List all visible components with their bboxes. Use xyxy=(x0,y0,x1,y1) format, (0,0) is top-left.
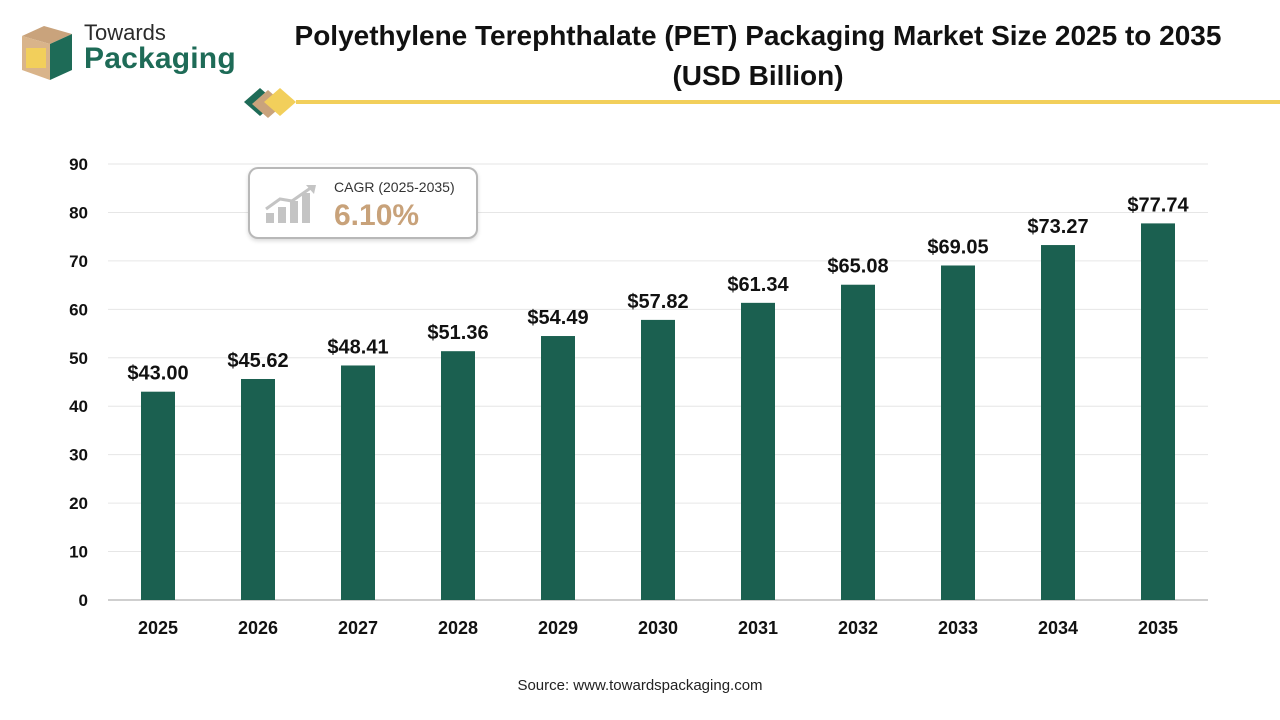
y-tick-label: 60 xyxy=(69,300,88,319)
x-tick-label: 2025 xyxy=(138,618,178,638)
cagr-value: 6.10% xyxy=(334,199,420,232)
data-label: $73.27 xyxy=(1027,216,1088,238)
bar xyxy=(541,336,575,600)
y-tick-label: 10 xyxy=(69,543,88,562)
y-tick-label: 40 xyxy=(69,397,88,416)
x-tick-label: 2027 xyxy=(338,618,378,638)
data-label: $69.05 xyxy=(927,236,988,258)
y-tick-label: 50 xyxy=(69,349,88,368)
x-tick-label: 2028 xyxy=(438,618,478,638)
y-tick-label: 30 xyxy=(69,446,88,465)
data-label: $48.41 xyxy=(327,336,388,358)
data-label: $57.82 xyxy=(627,291,688,313)
chart-subtitle: (USD Billion) xyxy=(672,60,844,91)
cagr-callout: CAGR (2025-2035) 6.10% xyxy=(248,167,478,239)
bar xyxy=(841,284,875,600)
x-tick-label: 2035 xyxy=(1138,618,1178,638)
bar xyxy=(341,365,375,600)
x-tick-label: 2032 xyxy=(838,618,878,638)
data-label: $61.34 xyxy=(727,274,789,296)
data-label: $65.08 xyxy=(827,256,888,278)
y-tick-label: 80 xyxy=(69,203,88,222)
y-tick-label: 20 xyxy=(69,494,88,513)
data-label: $54.49 xyxy=(527,307,588,329)
x-tick-label: 2030 xyxy=(638,618,678,638)
bar xyxy=(641,319,675,600)
x-tick-label: 2031 xyxy=(738,618,778,638)
logo-box-icon xyxy=(22,26,72,80)
logo-text-top: Towards xyxy=(84,20,166,45)
chart-title: Polyethylene Terephthalate (PET) Packagi… xyxy=(294,20,1222,51)
data-label: $51.36 xyxy=(427,322,488,344)
data-label: $45.62 xyxy=(227,350,288,372)
x-tick-label: 2034 xyxy=(1038,618,1078,638)
brand-logo: Towards Packaging xyxy=(18,20,236,82)
logo-text-bottom: Packaging xyxy=(84,42,236,75)
x-tick-label: 2026 xyxy=(238,618,278,638)
bar xyxy=(441,351,475,600)
bar xyxy=(1141,223,1175,600)
x-tick-label: 2029 xyxy=(538,618,578,638)
source-note: Source: www.towardspackaging.com xyxy=(517,677,763,694)
y-tick-label: 90 xyxy=(69,155,88,174)
bar xyxy=(241,378,275,600)
y-tick-label: 0 xyxy=(79,591,88,610)
data-label: $77.74 xyxy=(1127,194,1189,216)
y-tick-label: 70 xyxy=(69,252,88,271)
bar xyxy=(1041,245,1075,601)
cagr-label: CAGR (2025-2035) xyxy=(334,179,455,195)
data-label: $43.00 xyxy=(127,363,188,385)
bar xyxy=(141,391,175,600)
bar xyxy=(941,265,975,600)
title-divider xyxy=(244,88,1280,118)
bar xyxy=(741,302,775,600)
growth-chart-icon xyxy=(265,185,316,223)
x-tick-label: 2033 xyxy=(938,618,978,638)
